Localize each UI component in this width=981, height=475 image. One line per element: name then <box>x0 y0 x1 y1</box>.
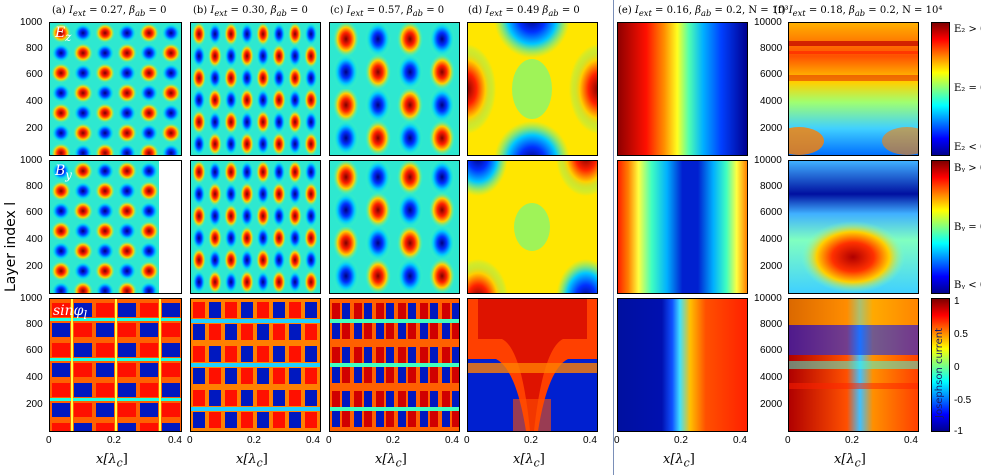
colorbar-by <box>931 160 950 294</box>
cb-by-neg: Bᵧ < 0 <box>954 280 981 291</box>
heatmap-e-ez <box>617 22 748 156</box>
xtick-d-02: 0.2 <box>524 435 538 446</box>
heatmap-d-sin <box>467 298 598 432</box>
ytick-f2-4000: 4000 <box>760 234 783 245</box>
heatmap-d-by <box>467 160 598 294</box>
cb-josephson-label: Josephson current <box>934 327 945 418</box>
cb-ez-pos: E₂ > 0 <box>954 24 981 35</box>
ytick-r2-200: 200 <box>26 261 43 272</box>
xlabel-d: x[λc] <box>513 452 545 470</box>
ez-symbol: Ez <box>55 25 72 44</box>
cb-tick-1: 1 <box>954 296 960 307</box>
xtick-b-0: 0 <box>187 435 193 446</box>
ytick-r3-200: 200 <box>26 399 43 410</box>
ytick-r1-600: 600 <box>26 69 43 80</box>
ytick-f3-4000: 4000 <box>760 372 783 383</box>
xlabel-c: x[λc] <box>375 452 407 470</box>
xtick-e-0: 0 <box>614 435 620 446</box>
heatmap-b-by <box>190 160 321 294</box>
xtick-f-04: 0.4 <box>904 435 918 446</box>
ytick-f2-10000: 10000 <box>754 155 782 166</box>
ytick-f3-6000: 6000 <box>760 345 783 356</box>
xtick-a-02: 0.2 <box>107 435 121 446</box>
xtick-f-0: 0 <box>785 435 791 446</box>
heatmap-c-ez <box>329 22 460 156</box>
ytick-f1-6000: 6000 <box>760 69 783 80</box>
ytick-f1-10000: 10000 <box>754 17 782 28</box>
xtick-a-0: 0 <box>46 435 52 446</box>
xtick-f-02: 0.2 <box>845 435 859 446</box>
ytick-f1-4000: 4000 <box>760 96 783 107</box>
ytick-r1-800: 800 <box>26 43 43 54</box>
heatmap-a-by: By <box>49 160 182 294</box>
heatmap-e-sin <box>617 298 748 432</box>
xlabel-f: x[λc] <box>834 452 866 470</box>
heatmap-c-sin <box>329 298 460 432</box>
ytick-f1-2000: 2000 <box>760 123 783 134</box>
panel-c-title: (c) Iext = 0.57, βab = 0 <box>330 5 445 18</box>
ytick-r3-600: 600 <box>26 345 43 356</box>
xlabel-e: x[λc] <box>663 452 695 470</box>
panel-e-title: (e) Iext = 0.16, βab = 0.2, N = 10³ <box>618 5 789 18</box>
ytick-f1-8000: 8000 <box>760 43 783 54</box>
xtick-a-04: 0.4 <box>168 435 182 446</box>
heatmap-c-by <box>329 160 460 294</box>
cb-by-zero: Bᵧ = 0 <box>954 222 981 233</box>
ytick-f3-2000: 2000 <box>760 399 783 410</box>
y-axis-label: Layer index l <box>3 201 19 292</box>
xtick-e-02: 0.2 <box>674 435 688 446</box>
heatmap-d-ez <box>467 22 598 156</box>
ytick-r3-400: 400 <box>26 372 43 383</box>
ytick-f2-6000: 6000 <box>760 207 783 218</box>
cb-tick-m05: -0.5 <box>954 395 972 406</box>
colorbar-ez <box>931 22 950 156</box>
xtick-d-0: 0 <box>464 435 470 446</box>
ytick-r2-400: 400 <box>26 234 43 245</box>
xtick-e-04: 0.4 <box>733 435 747 446</box>
section-separator <box>613 0 614 475</box>
ytick-r1-200: 200 <box>26 123 43 134</box>
panel-a-title: (a) Iext = 0.27, βab = 0 <box>52 5 167 18</box>
heatmap-e-by <box>617 160 748 294</box>
ytick-r2-1000: 1000 <box>20 155 43 166</box>
heatmap-a-sin: sinφl <box>49 298 182 432</box>
xlabel-a: x[λc] <box>96 452 128 470</box>
panel-d-title: (d) Iext = 0.49 βab = 0 <box>468 5 580 18</box>
xtick-c-04: 0.4 <box>445 435 459 446</box>
cb-tick-0: 0 <box>954 362 960 373</box>
ytick-r3-1000: 1000 <box>20 293 43 304</box>
panel-f-title: (f) Iext = 0.18, βab = 0.2, N = 10⁴ <box>774 5 943 18</box>
sinphi-symbol: sinφl <box>53 303 88 322</box>
by-symbol: By <box>55 163 72 182</box>
ytick-r3-800: 800 <box>26 319 43 330</box>
ytick-f2-2000: 2000 <box>760 261 783 272</box>
xtick-d-04: 0.4 <box>583 435 597 446</box>
xtick-b-02: 0.2 <box>247 435 261 446</box>
heatmap-f-by <box>788 160 919 294</box>
heatmap-b-ez <box>190 22 321 156</box>
ytick-f2-8000: 8000 <box>760 181 783 192</box>
xtick-c-02: 0.2 <box>386 435 400 446</box>
cb-tick-m1: -1 <box>954 426 963 437</box>
heatmap-b-sin <box>190 298 321 432</box>
colorbar-josephson <box>931 298 950 432</box>
cb-ez-neg: E₂ < 0 <box>954 142 981 153</box>
ytick-f3-8000: 8000 <box>760 319 783 330</box>
cb-ez-zero: E₂ = 0 <box>954 83 981 94</box>
heatmap-a-ez: Ez <box>49 22 182 156</box>
ytick-r1-400: 400 <box>26 96 43 107</box>
xlabel-b: x[λc] <box>236 452 268 470</box>
ytick-r1-1000: 1000 <box>20 17 43 28</box>
ytick-r2-800: 800 <box>26 181 43 192</box>
ytick-r2-600: 600 <box>26 207 43 218</box>
ytick-f3-10000: 10000 <box>754 293 782 304</box>
cb-tick-05: 0.5 <box>954 329 968 340</box>
heatmap-f-ez <box>788 22 919 156</box>
xtick-c-0: 0 <box>326 435 332 446</box>
panel-b-title: (b) Iext = 0.30, βab = 0 <box>193 5 308 18</box>
xtick-b-04: 0.4 <box>306 435 320 446</box>
cb-by-pos: Bᵧ > 0 <box>954 163 981 174</box>
heatmap-f-sin <box>788 298 919 432</box>
